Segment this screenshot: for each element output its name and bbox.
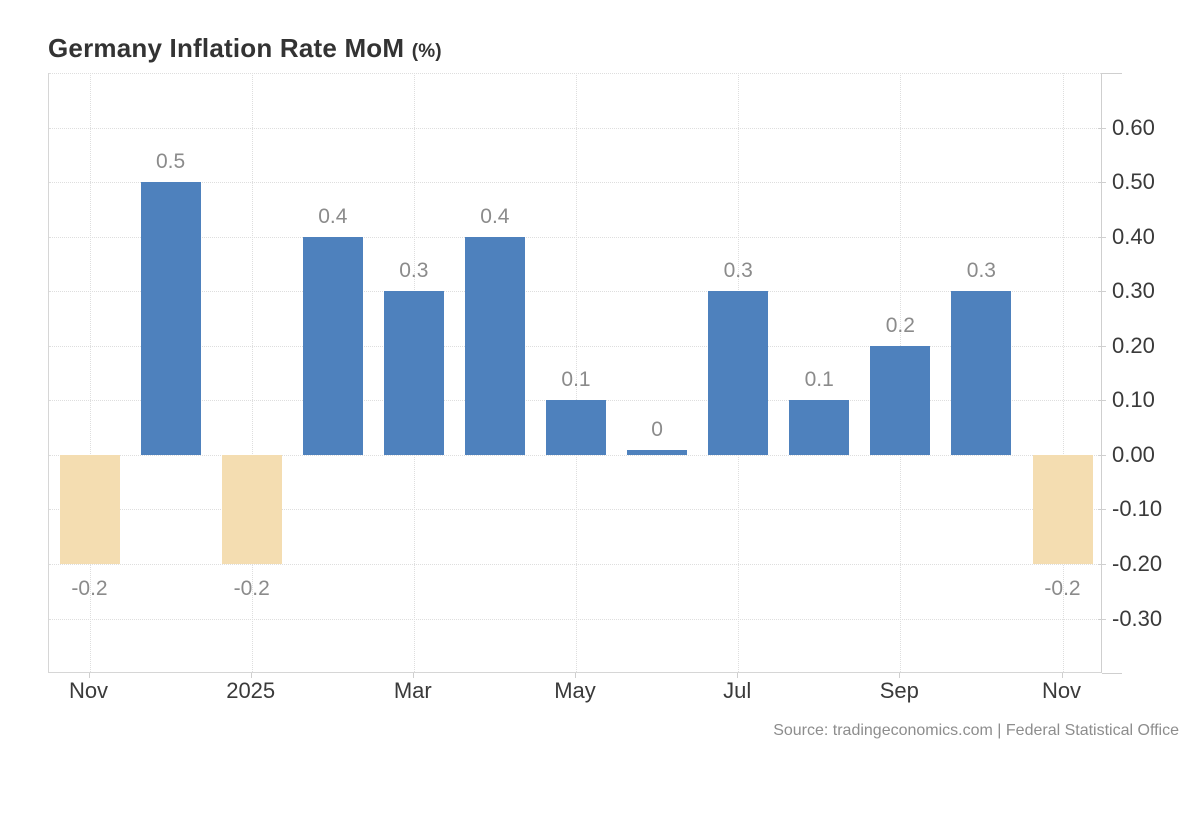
bar-value-label: -0.2 <box>1044 576 1081 600</box>
y-axis-label: 0.00 <box>1112 441 1155 467</box>
source-attribution: Source: tradingeconomics.com | Federal S… <box>773 722 1179 739</box>
bar[interactable] <box>708 291 769 455</box>
x-axis-label: 2025 <box>226 678 276 703</box>
y-axis-label: 0.50 <box>1112 169 1155 195</box>
bar-value-label: 0 <box>651 417 663 441</box>
y-axis-label: 0.40 <box>1112 223 1155 249</box>
x-axis-label: Mar <box>393 678 432 703</box>
x-axis-label: Jul <box>723 678 752 703</box>
y-axis-tick <box>1098 509 1106 511</box>
bar-value-label: -0.2 <box>71 576 108 600</box>
bar-value-label: 0.4 <box>318 204 348 228</box>
bar[interactable] <box>221 454 282 564</box>
y-axis-tick <box>1098 182 1106 184</box>
bar-value-label: 0.3 <box>966 259 996 283</box>
bar[interactable] <box>140 182 201 455</box>
chart-title: Germany Inflation Rate MoM (%) <box>48 33 442 64</box>
chart-title-text: Germany Inflation Rate MoM <box>48 33 405 63</box>
x-axis-label: Nov <box>1041 678 1082 703</box>
bar[interactable] <box>789 400 850 455</box>
y-axis-tick <box>1098 563 1106 565</box>
x-axis-tick <box>1061 673 1063 678</box>
bar[interactable] <box>546 400 606 455</box>
y-axis-end-tick <box>1102 73 1122 74</box>
x-axis-tick <box>250 673 252 678</box>
x-axis-label: Sep <box>879 678 919 703</box>
y-axis-label: -0.30 <box>1112 605 1163 631</box>
bar-value-label: 0.3 <box>399 259 429 283</box>
gridline-horizontal <box>49 618 1101 620</box>
x-axis-tick <box>899 673 901 678</box>
gridline-vertical <box>89 73 91 672</box>
gridline-horizontal <box>49 345 1101 347</box>
y-axis-tick <box>1098 127 1106 129</box>
bar-value-label: 0.1 <box>804 368 834 392</box>
gridline-horizontal <box>49 182 1101 184</box>
bar[interactable] <box>59 454 120 564</box>
y-axis-tick <box>1098 236 1106 238</box>
gridline-horizontal <box>49 127 1101 129</box>
x-axis-label: Nov <box>68 678 109 703</box>
bar[interactable] <box>951 291 1012 455</box>
y-axis-label: -0.20 <box>1112 550 1163 576</box>
bar[interactable] <box>1032 454 1093 564</box>
y-axis-tick <box>1098 400 1106 402</box>
bar-value-label: 0.4 <box>480 204 510 228</box>
y-axis-end-tick <box>1102 673 1122 674</box>
y-axis-tick <box>1098 345 1106 347</box>
gridline-vertical <box>1062 73 1064 672</box>
y-axis-label: 0.60 <box>1112 114 1155 140</box>
y-axis-label: 0.30 <box>1112 278 1155 304</box>
x-axis-label: May <box>554 678 596 703</box>
bar-value-label: 0.1 <box>561 368 591 392</box>
x-axis-tick <box>88 673 90 678</box>
gridline-vertical <box>576 73 577 672</box>
bar[interactable] <box>627 449 688 455</box>
y-axis-label: 0.20 <box>1112 332 1155 358</box>
y-axis-label: 0.10 <box>1112 387 1155 413</box>
x-axis-tick <box>737 673 739 678</box>
y-axis-tick <box>1098 454 1106 456</box>
bar[interactable] <box>383 291 444 455</box>
bar[interactable] <box>464 236 525 455</box>
gridline-horizontal <box>49 291 1101 293</box>
x-axis-tick <box>412 673 414 678</box>
x-axis-tick <box>575 673 576 678</box>
bar-value-label: 0.3 <box>723 259 753 283</box>
gridline-horizontal <box>49 509 1101 511</box>
y-axis-tick <box>1098 618 1106 620</box>
bar-value-label: 0.5 <box>155 150 186 174</box>
bar-value-label: 0.2 <box>885 313 915 337</box>
y-axis-label: -0.10 <box>1112 496 1163 522</box>
plot-area: -0.2 0.5 -0.2 0.4 0.3 0.4 0.1 0 0.3 0.1 0.2 0.3 -0.2 <box>48 73 1102 673</box>
bar[interactable] <box>302 236 363 455</box>
bar[interactable] <box>870 345 931 455</box>
bar-value-label: -0.2 <box>233 576 270 600</box>
y-axis-tick <box>1098 291 1106 293</box>
gridline-horizontal <box>49 73 1101 74</box>
gridline-horizontal <box>49 563 1101 565</box>
gridline-horizontal <box>49 454 1101 456</box>
gridline-vertical <box>251 73 253 672</box>
gridline-horizontal <box>49 236 1101 238</box>
chart-title-unit: (%) <box>411 41 442 62</box>
